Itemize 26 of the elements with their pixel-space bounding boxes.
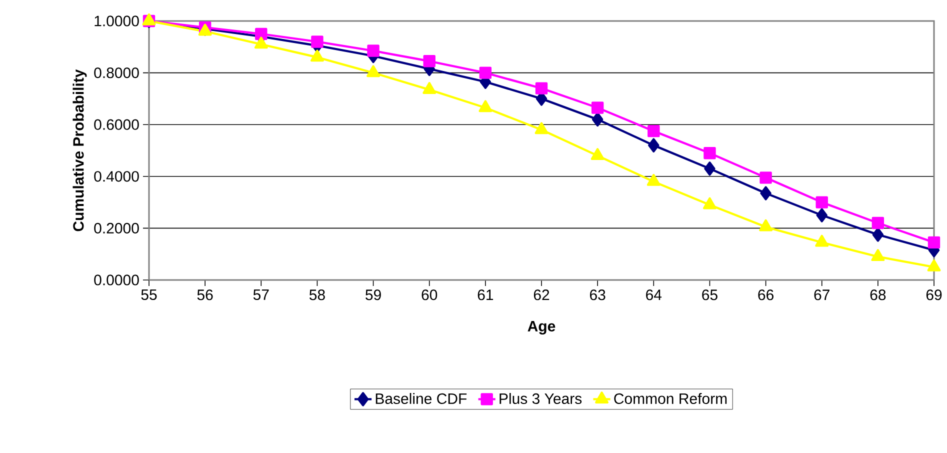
legend-label: Baseline CDF	[376, 392, 467, 404]
y-tick-label: 0.2000	[94, 222, 139, 234]
x-tick-label: 67	[814, 290, 830, 300]
x-tick-label: 56	[197, 290, 213, 300]
x-tick-label: 57	[253, 290, 269, 300]
legend-label: Common Reform	[614, 392, 727, 404]
y-tick-label: 1.0000	[94, 16, 139, 26]
y-tick-label: 0.6000	[94, 119, 139, 130]
x-tick-label: 66	[758, 290, 774, 300]
x-tick-label: 60	[422, 290, 438, 300]
legend-label: Plus 3 Years	[500, 392, 582, 404]
x-axis-title: Age	[528, 321, 556, 335]
x-tick-label: 61	[478, 290, 494, 300]
x-tick-label: 59	[366, 290, 381, 300]
y-tick-label: 0.8000	[94, 67, 139, 78]
y-axis-title: Cumulative Probability	[72, 69, 87, 232]
x-tick-label: 63	[590, 290, 606, 300]
x-tick-label: 69	[926, 290, 942, 300]
x-tick-label: 65	[702, 290, 718, 300]
x-tick-label: 58	[309, 290, 325, 300]
x-tick-label: 55	[141, 290, 157, 300]
x-tick-label: 68	[870, 290, 886, 300]
y-tick-label: 0.0000	[94, 274, 139, 286]
y-tick-label: 0.4000	[94, 171, 139, 182]
x-tick-label: 62	[534, 290, 550, 300]
x-tick-label: 64	[646, 290, 662, 300]
